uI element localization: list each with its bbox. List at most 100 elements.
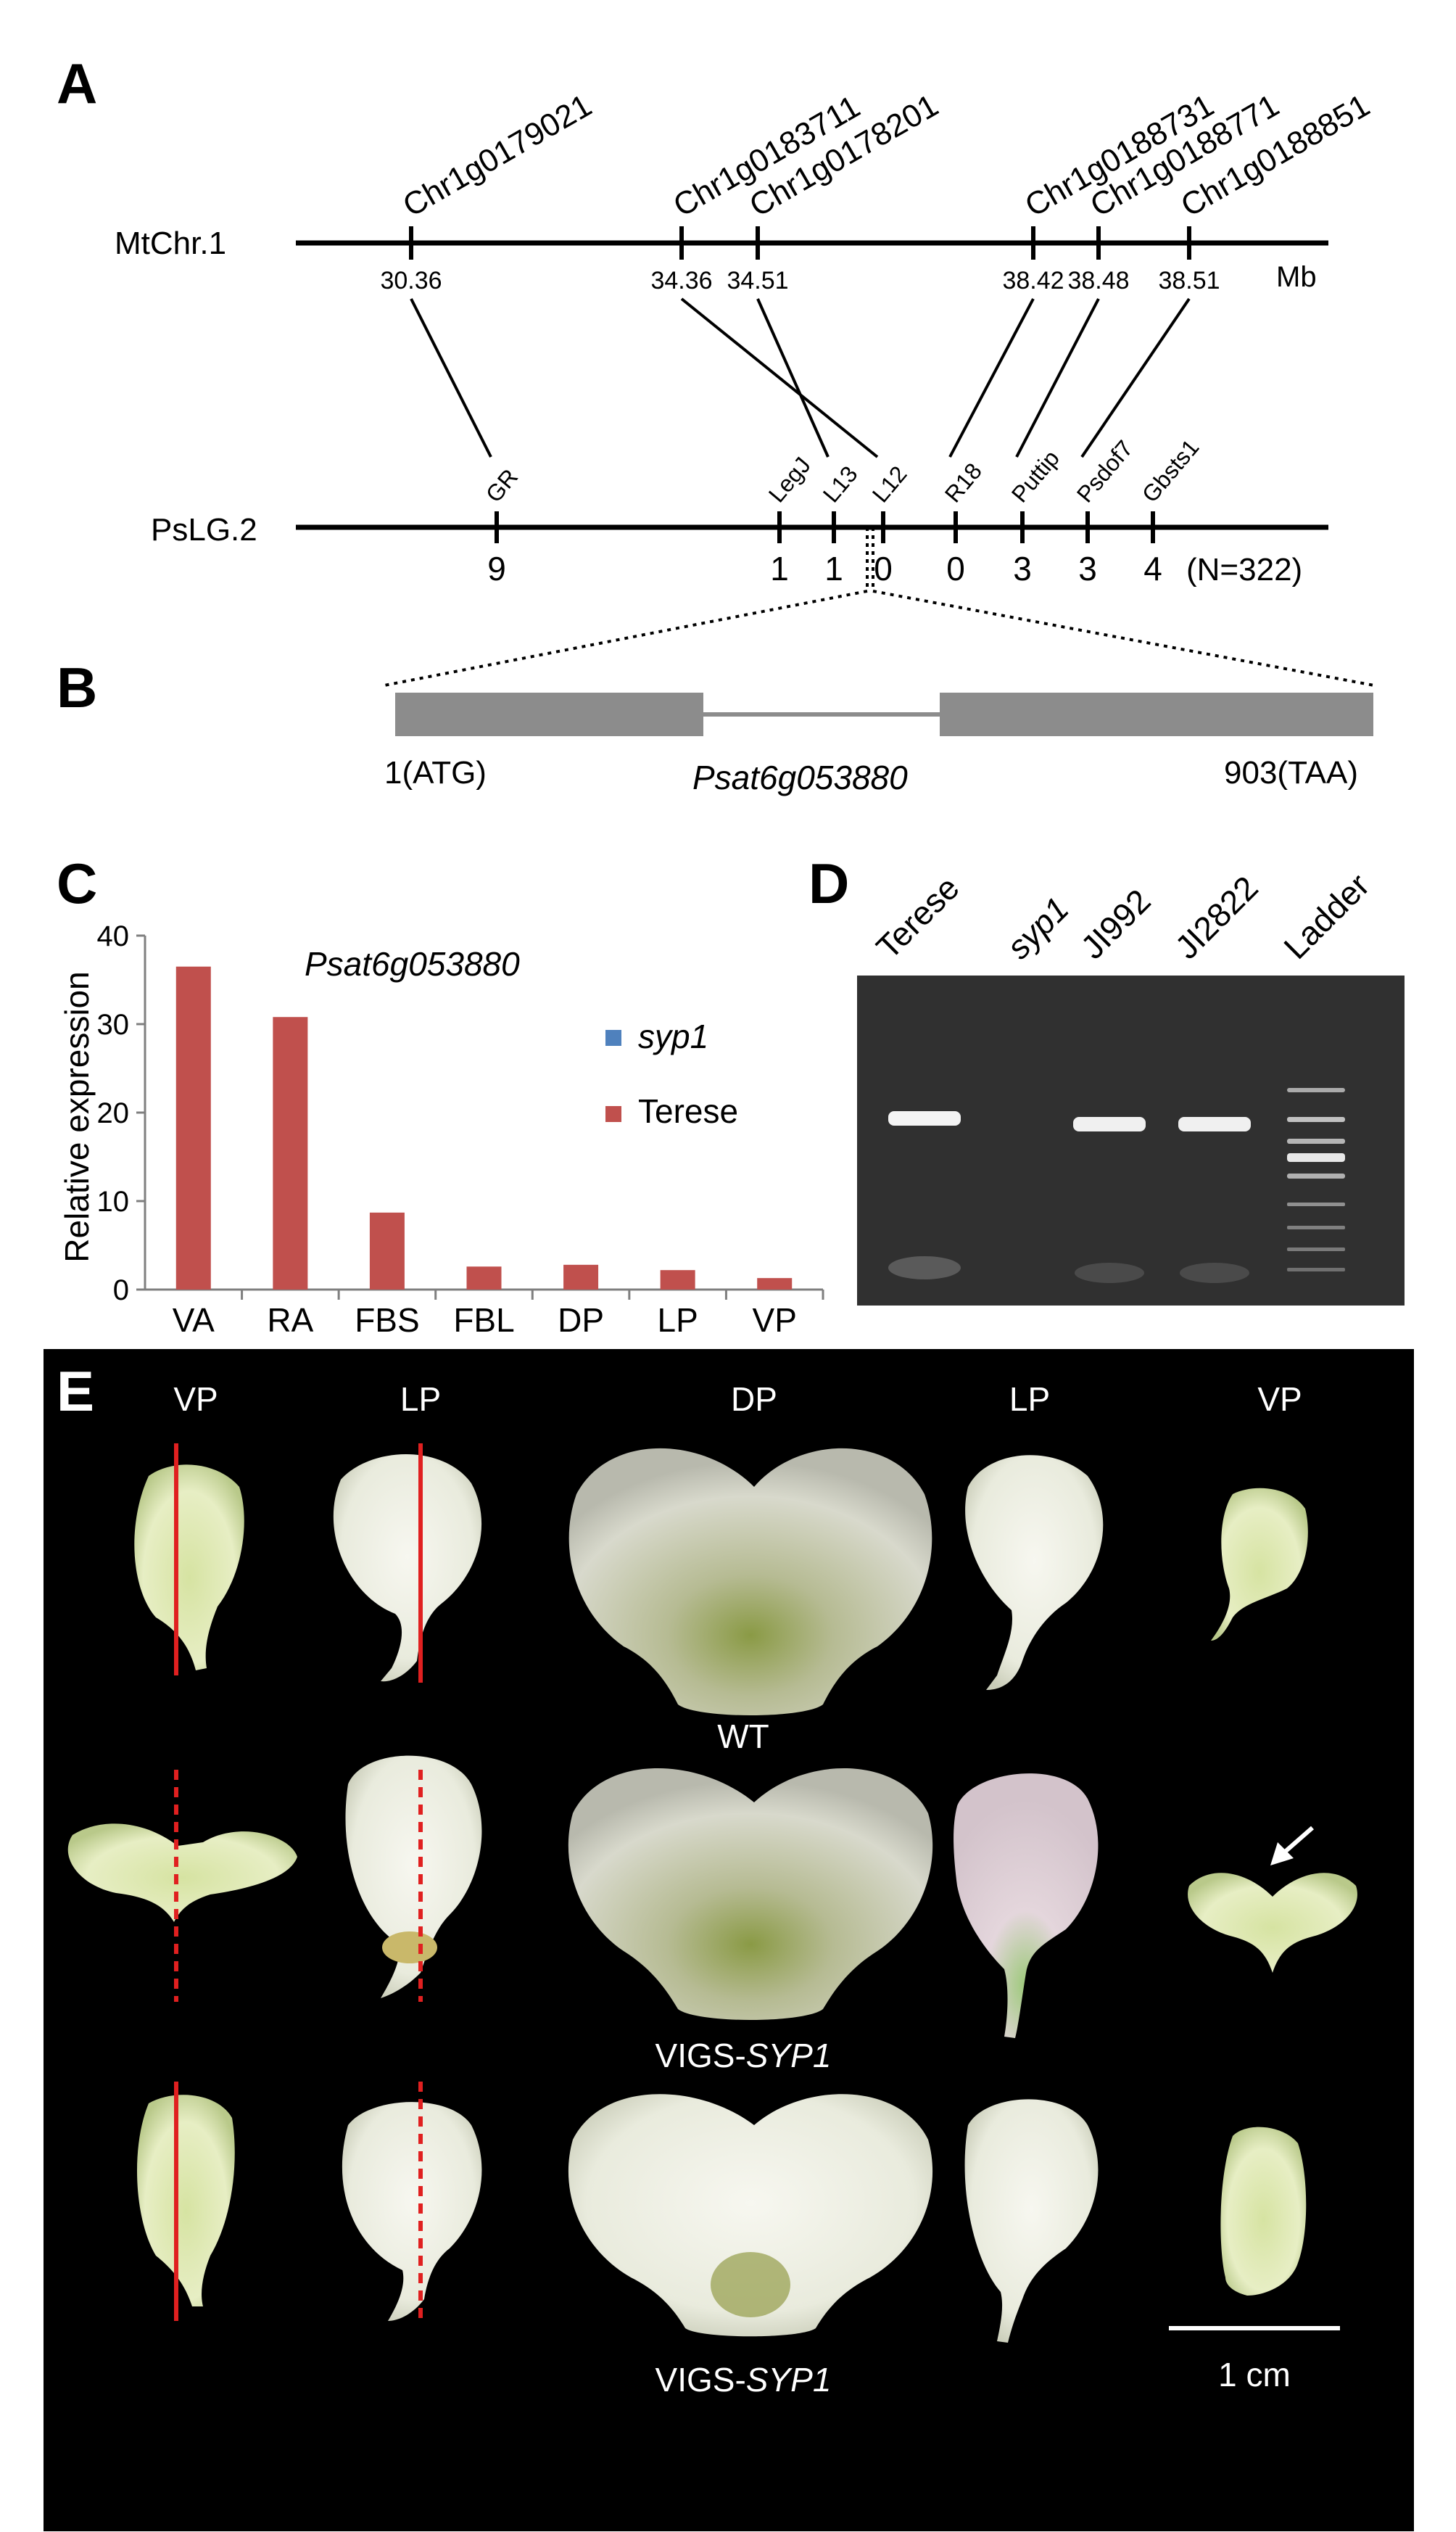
row-label-wt: WT bbox=[717, 1717, 769, 1755]
ps-marker-name: R18 bbox=[940, 458, 987, 507]
ps-lg-label: PsLG.2 bbox=[151, 512, 257, 548]
legend-label-syp1: syp1 bbox=[638, 1018, 708, 1055]
zoom-left-dotted bbox=[384, 590, 868, 687]
ps-recombinants: 1 bbox=[770, 550, 789, 587]
arrow-head-icon bbox=[1270, 1842, 1294, 1865]
ladder-band bbox=[1287, 1088, 1345, 1092]
gel-lane-label: JI2822 bbox=[1167, 869, 1265, 966]
x-category-label: FBS bbox=[355, 1301, 419, 1339]
synteny-connector bbox=[1080, 297, 1191, 458]
petal-vp-wt bbox=[134, 1464, 244, 1670]
mt-gene-position: 34.51 bbox=[727, 267, 788, 294]
petal-lp-vigs-2 bbox=[342, 2102, 482, 2321]
petal-lp-vigs bbox=[345, 1755, 482, 1998]
panel-a: A MtChr.1 Mb Chr1g017902130.36Chr1g01837… bbox=[57, 51, 1376, 687]
bar-terese-fbs bbox=[369, 1212, 405, 1290]
ps-recombinants: 0 bbox=[874, 550, 893, 587]
petal-vp-vigs-2-right bbox=[1220, 2127, 1307, 2296]
ladder-band bbox=[1287, 1139, 1345, 1144]
panel-c-label: C bbox=[57, 851, 97, 915]
ladder-band bbox=[1287, 1174, 1345, 1179]
petal-dp-wt bbox=[568, 1448, 932, 1715]
bar-terese-va bbox=[175, 966, 211, 1290]
arrow-icon bbox=[1282, 1826, 1314, 1855]
y-axis-label: Relative expression bbox=[58, 971, 96, 1262]
ladder-band bbox=[1287, 1226, 1345, 1229]
y-tick-label: 30 bbox=[97, 1009, 130, 1041]
y-tick-label: 0 bbox=[113, 1274, 129, 1306]
x-category-label: LP bbox=[658, 1301, 698, 1339]
column-header: LP bbox=[400, 1380, 441, 1418]
exon-2 bbox=[940, 693, 1373, 736]
panel-b: B 1(ATG) Psat6g053880 903(TAA) bbox=[57, 656, 1373, 796]
bar-terese-fbl bbox=[466, 1266, 502, 1290]
petal-lp-vigs-2-right bbox=[964, 2099, 1099, 2343]
primer-glow bbox=[1075, 1263, 1144, 1283]
synteny-connector bbox=[948, 298, 1035, 458]
band-ji992 bbox=[1073, 1117, 1146, 1131]
ps-marker-name: LegJ bbox=[764, 452, 816, 507]
band-terese bbox=[888, 1111, 961, 1126]
ps-marker-name: Psdof7 bbox=[1072, 435, 1138, 507]
mt-gene-name: Chr1g0179021 bbox=[397, 88, 598, 224]
petal-vp-vigs-2 bbox=[136, 2095, 235, 2306]
row-label-vigs-2: VIGS-SYP1 bbox=[655, 2361, 832, 2399]
ps-recombinants: 3 bbox=[1078, 550, 1097, 587]
legend-swatch-syp1 bbox=[605, 1030, 621, 1046]
column-header: LP bbox=[1009, 1380, 1050, 1418]
petal-dp-vigs bbox=[568, 1768, 933, 2020]
column-header: DP bbox=[731, 1380, 777, 1418]
x-category-label: VP bbox=[753, 1301, 797, 1339]
ps-recombinants: 0 bbox=[946, 550, 965, 587]
ps-marker-name: L13 bbox=[818, 461, 863, 507]
ps-recombinants: 3 bbox=[1013, 550, 1032, 587]
synteny-connector bbox=[756, 298, 830, 458]
panel-e: E VP LP DP LP VP WT VIGS-SYP1 bbox=[44, 1349, 1414, 2531]
scale-bar-label: 1 cm bbox=[1218, 2356, 1291, 2393]
mt-gene-position: 30.36 bbox=[380, 267, 442, 294]
x-category-label: VA bbox=[173, 1301, 215, 1339]
ps-recombinants: 1 bbox=[824, 550, 843, 587]
gel-lane-label: Terese bbox=[869, 869, 966, 966]
panel-c: C Relative expression Psat6g053880 0 10 20… bbox=[57, 851, 824, 1339]
ps-sample-size: (N=322) bbox=[1186, 552, 1302, 587]
mt-gene-position: 34.36 bbox=[650, 267, 712, 294]
ps-marker-name: Puttip bbox=[1006, 445, 1064, 508]
panel-b-label: B bbox=[57, 656, 97, 719]
bar-terese-dp bbox=[563, 1264, 599, 1290]
ps-marker-name: Gbsts1 bbox=[1137, 434, 1204, 508]
column-header: VP bbox=[1257, 1380, 1302, 1418]
petal-vp-wt-right bbox=[1211, 1488, 1308, 1641]
petal-vp-vigs-right bbox=[1188, 1873, 1357, 1973]
y-tick-label: 20 bbox=[97, 1097, 130, 1129]
petal-lp-wt bbox=[333, 1454, 482, 1682]
exon-1 bbox=[395, 693, 703, 736]
gel-lane-label: syp1 bbox=[999, 890, 1075, 966]
lp-base bbox=[382, 1931, 437, 1963]
ps-marker-name: L12 bbox=[867, 461, 912, 507]
gene-end-label: 903(TAA) bbox=[1224, 755, 1358, 791]
petal-lp-vigs-right bbox=[954, 1773, 1099, 2038]
band-ji2822 bbox=[1178, 1117, 1251, 1131]
panel-a-label: A bbox=[57, 51, 97, 115]
zoom-right-dotted bbox=[872, 590, 1375, 687]
ladder-band bbox=[1287, 1203, 1345, 1206]
petal-dp-vigs-2 bbox=[568, 2094, 933, 2337]
panel-e-label: E bbox=[57, 1359, 94, 1423]
mt-gene-position: 38.42 bbox=[1002, 267, 1064, 294]
mt-gene-position: 38.51 bbox=[1158, 267, 1220, 294]
ladder-band bbox=[1287, 1248, 1345, 1251]
petal-vp-vigs bbox=[67, 1823, 297, 1922]
primer-glow bbox=[888, 1256, 961, 1279]
ladder-band bbox=[1287, 1153, 1345, 1162]
synteny-connector bbox=[410, 298, 492, 458]
legend-swatch-terese bbox=[605, 1106, 621, 1122]
x-category-label: DP bbox=[558, 1301, 604, 1339]
ladder-band bbox=[1287, 1268, 1345, 1271]
y-tick-label: 40 bbox=[97, 920, 130, 952]
x-category-label: RA bbox=[267, 1301, 313, 1339]
gel-lane-label: Ladder bbox=[1276, 866, 1376, 966]
primer-glow bbox=[1180, 1263, 1249, 1283]
x-category-label: FBL bbox=[453, 1301, 514, 1339]
